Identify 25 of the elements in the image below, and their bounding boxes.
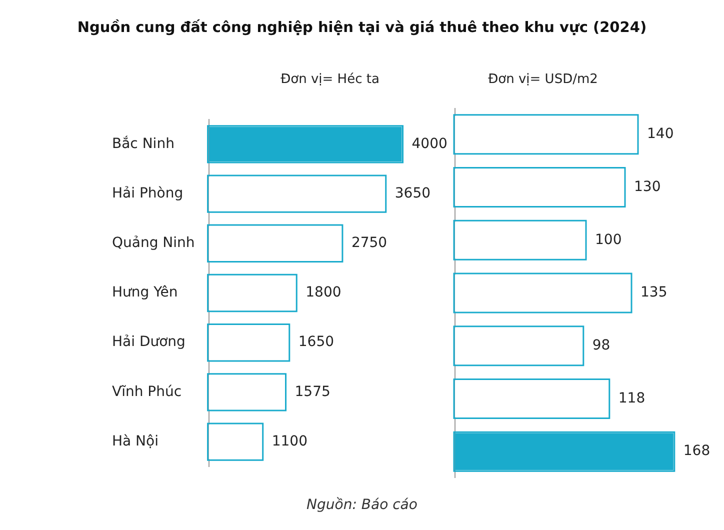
y-tick-label: Vĩnh Phúc xyxy=(112,384,182,400)
text: Nguồn: Báo cáo xyxy=(306,497,418,513)
data-label: 1100 xyxy=(272,433,308,450)
data-label: 135 xyxy=(640,284,668,301)
data-label: 1575 xyxy=(294,384,330,400)
y-tick-label: Hà Nội xyxy=(112,433,158,450)
data-label: 3650 xyxy=(394,185,431,202)
y-tick-label: Quảng Ninh xyxy=(112,235,195,252)
y-tick-label: Bắc Ninh xyxy=(112,134,174,152)
chart-subtitle: Đơn vị= Héc ta xyxy=(280,72,380,87)
data-label: 1650 xyxy=(298,334,334,350)
data-label: 2750 xyxy=(351,235,388,252)
chart-title: Nguồn cung đất công nghiệp hiện tại và giá thuê theo khu vực (2024) xyxy=(76,20,648,36)
data-label: 4000 xyxy=(412,136,448,152)
y-tick-label: Hải Phòng xyxy=(112,185,184,202)
data-label: 118 xyxy=(618,390,646,406)
data-label: 168 xyxy=(683,443,710,460)
y-tick-label: Hưng Yên xyxy=(112,284,178,301)
data-label: 140 xyxy=(647,126,674,142)
data-label: 1800 xyxy=(306,284,342,301)
y-tick-label: Hải Dương xyxy=(112,334,186,350)
data-label: 98 xyxy=(592,338,610,354)
chart-subtitle: Đơn vị= USD/m2 xyxy=(487,72,599,87)
data-label: 100 xyxy=(595,232,622,248)
data-label: 130 xyxy=(634,178,661,195)
